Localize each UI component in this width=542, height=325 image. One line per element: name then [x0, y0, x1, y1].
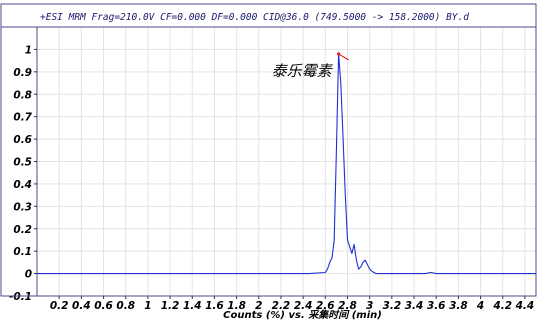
x-tick-label: 2.8	[338, 300, 357, 312]
y-tick-label: 0.3	[13, 201, 32, 213]
x-tick-label: 2.2	[272, 300, 291, 312]
x-tick-label: 1.8	[227, 300, 246, 312]
x-tick-label: 1.2	[161, 300, 180, 312]
x-tick-label: 3.4	[405, 300, 424, 312]
x-tick-label: 3	[366, 300, 373, 312]
peak-marker-dot	[337, 52, 341, 56]
series-line	[37, 53, 536, 275]
y-tick-label: -0.1	[9, 291, 32, 303]
x-tick-label: 3.6	[427, 300, 446, 312]
y-tick-label: 0	[25, 269, 32, 281]
series	[37, 53, 536, 275]
x-axis-ticks: 0.2 0.4 0.6 0.8 1 1.2 1.4 1.6 1.8 2 2.2 2.4 2.6 2.8 3 3…	[50, 296, 534, 312]
x-tick-label: 2	[255, 300, 262, 312]
chart-title: +ESI MRM Frag=210.0V CF=0.000 DF=0.000 C…	[40, 12, 469, 23]
x-tick-label: 0.2	[50, 300, 69, 312]
y-tick-label: 0.4	[13, 179, 32, 191]
x-tick-label: 1.6	[205, 300, 224, 312]
y-tick-label: 0.8	[13, 89, 32, 101]
peak-annotation: 泰乐霉素	[272, 62, 334, 80]
y-tick-label: 0.1	[13, 246, 32, 258]
x-tick-label: 4	[476, 300, 484, 312]
y-tick-label: 0.6	[13, 134, 32, 146]
y-tick-label: 0.7	[13, 112, 32, 124]
x-tick-label: 0.6	[94, 300, 113, 312]
y-tick-label: 0.5	[13, 157, 32, 169]
y-axis-ticks: -0.1 0 0.1 0.2 0.3 0.4 0.5 0.6 0.7 0.8 0.9 1	[9, 44, 37, 303]
y-tick-label: 1	[25, 44, 32, 56]
x-tick-label: 1.4	[183, 300, 202, 312]
y-tick-label: 0.9	[13, 67, 32, 79]
y-tick-label: 0.2	[13, 224, 32, 236]
x-tick-label: 2.4	[294, 300, 313, 312]
x-tick-label: 1	[144, 300, 151, 312]
peak-marker-line	[338, 53, 349, 61]
x-axis-label: Counts (%) vs. 采集时间 (min)	[223, 309, 382, 320]
x-tick-label: 3.2	[383, 300, 402, 312]
x-tick-label: 3.8	[449, 300, 468, 312]
peak-marker	[337, 52, 349, 61]
x-tick-label: 4.4	[515, 300, 535, 312]
x-tick-label: 2.6	[316, 300, 335, 312]
x-tick-label: 4.2	[492, 300, 512, 312]
x-tick-label: 0.8	[116, 300, 135, 312]
x-tick-label: 0.4	[72, 300, 91, 312]
plot-frame	[0, 3, 537, 297]
